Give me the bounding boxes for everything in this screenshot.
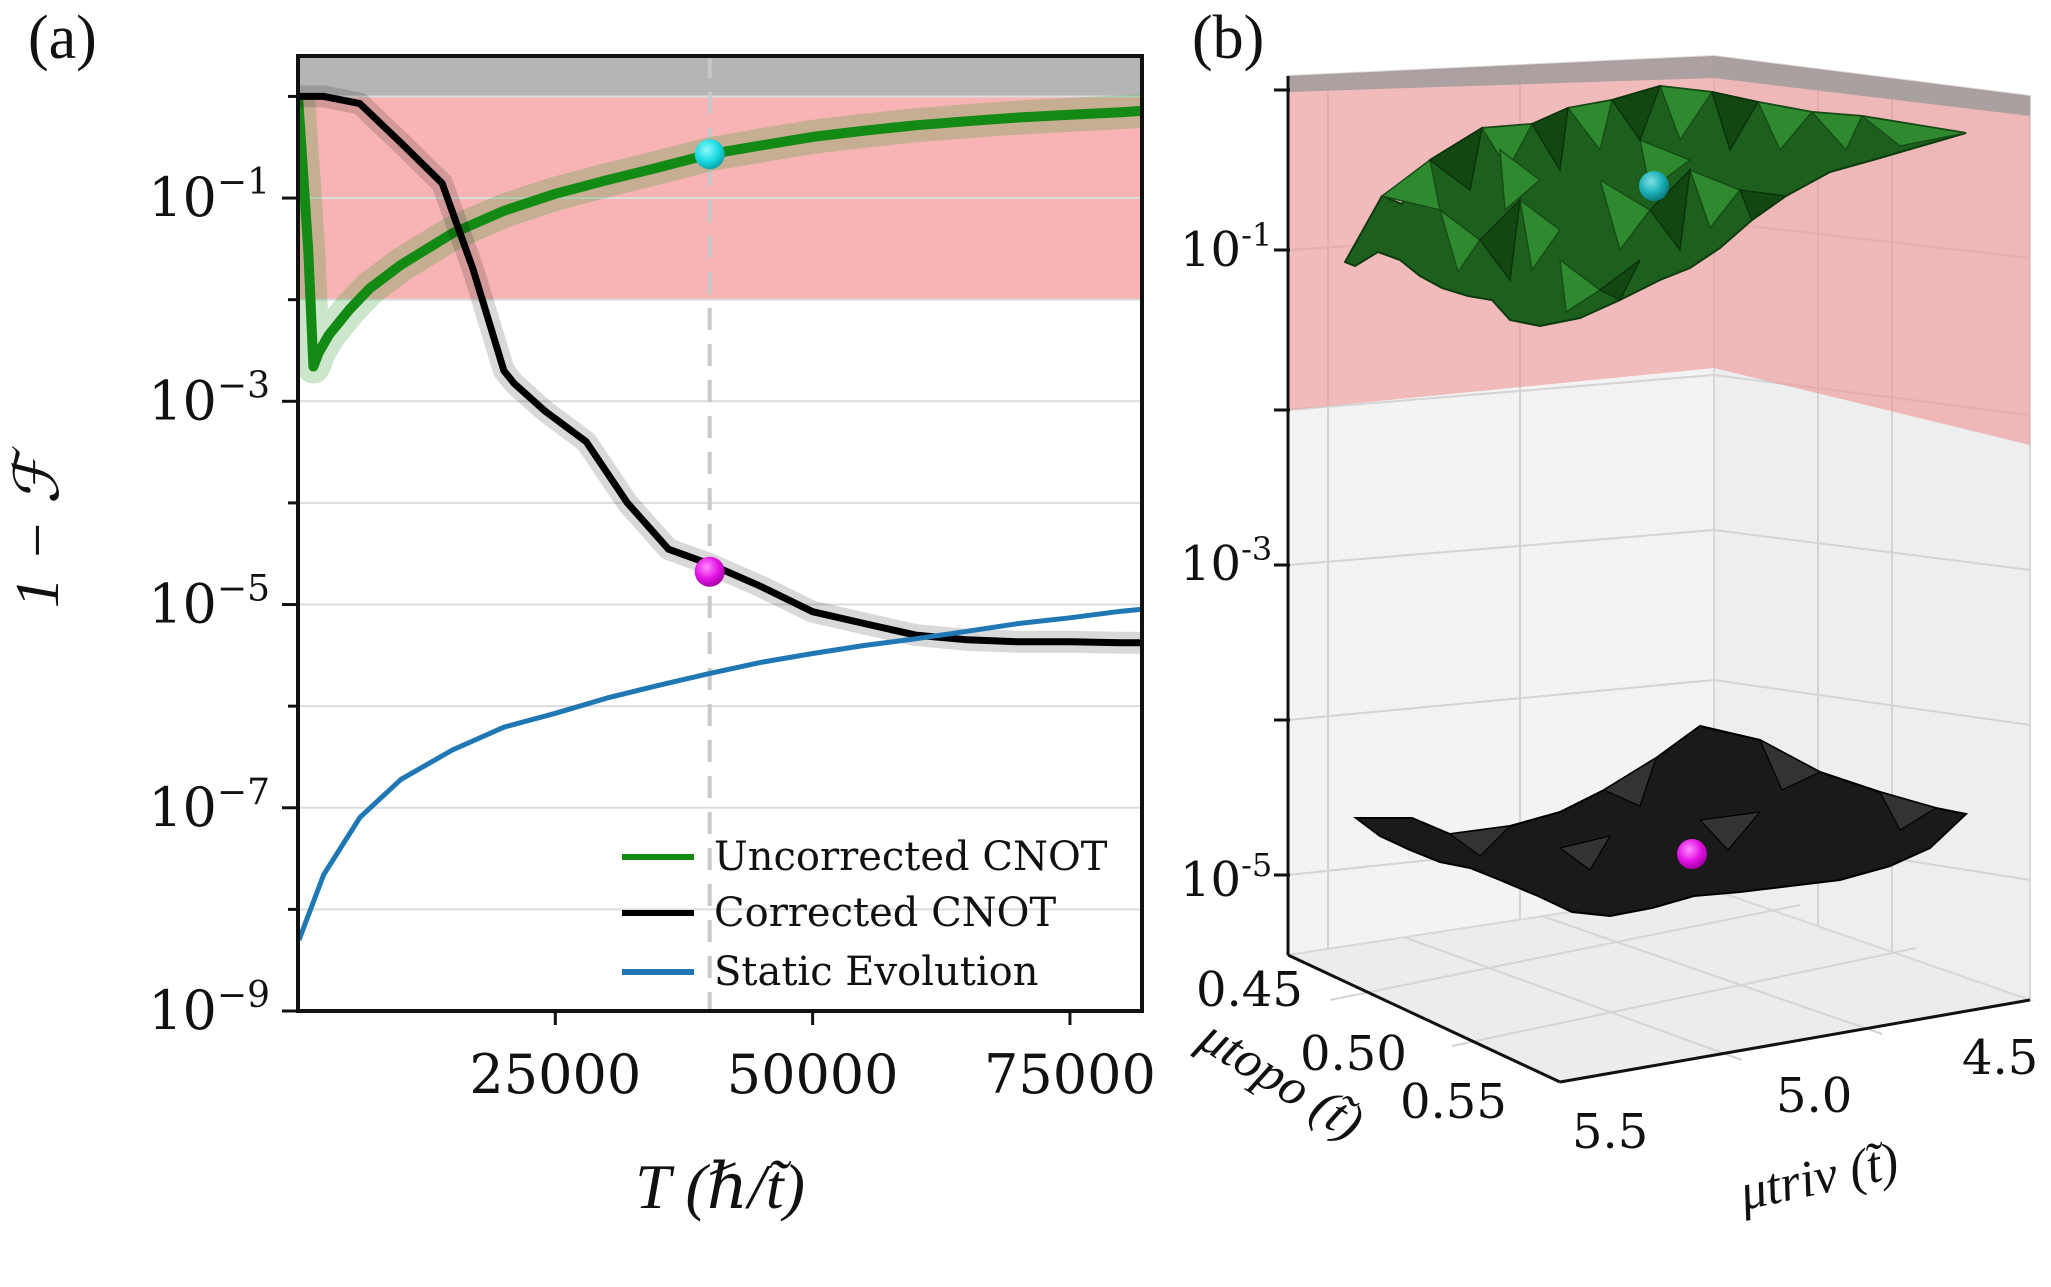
y-tick-label: 10−1	[148, 162, 270, 229]
panel-b-label: (b)	[1192, 4, 1264, 72]
marker-1	[694, 556, 725, 587]
top-grey-band	[1288, 56, 2030, 116]
series-line-2	[298, 606, 1142, 941]
panel-a-xlabel: T (ℏ/t̃)	[635, 1151, 805, 1222]
x-tick-label: 75000	[984, 1043, 1156, 1106]
topo-tick-1: 0.50	[1300, 1026, 1407, 1082]
z-tick-label-2: 10-3	[1180, 530, 1272, 592]
axis-topo-line	[1287, 953, 1561, 1084]
panel-a-frame	[296, 54, 1144, 1013]
topo-tick-0: 0.45	[1196, 962, 1303, 1018]
series-line-1	[298, 92, 1142, 647]
legend-label-corrected: Corrected CNOT	[714, 890, 1056, 936]
z-tick-label-3: 10-5	[1180, 846, 1272, 908]
panel-a-axes: 25000 50000 75000 10−1 10−3 10−5 10−7 10−9	[148, 94, 1156, 1106]
panel-b: (b)	[1180, 4, 2038, 1222]
y-tick-label: 10−9	[148, 975, 270, 1042]
x-tick-label: 25000	[469, 1043, 641, 1106]
uncorrected-surface	[1343, 84, 1967, 328]
series-line-0	[298, 96, 1142, 372]
topo-tick-2: 0.55	[1400, 1074, 1507, 1130]
panel-a-plot-area	[298, 56, 1142, 1011]
panel-a-ylabel: 1 − ℱ	[4, 445, 72, 608]
triv-tick-0: 5.5	[1572, 1104, 1648, 1160]
triv-axis-label: μtriv (t̃)	[1734, 1133, 1904, 1222]
triv-tick-1: 5.0	[1776, 1068, 1852, 1124]
y-tick-label: 10−7	[148, 772, 270, 839]
marker-corrected-3d	[1677, 839, 1707, 869]
marker-0	[694, 139, 725, 170]
legend-label-uncorrected: Uncorrected CNOT	[714, 834, 1108, 880]
shaded-region-1	[298, 56, 1142, 97]
legend-label-static: Static Evolution	[714, 949, 1038, 995]
x-tick-label: 50000	[727, 1043, 899, 1106]
z-ticks	[1274, 88, 1290, 877]
z-tick-label-1: 10-1	[1180, 216, 1272, 278]
axis-triv-line	[1559, 998, 2031, 1084]
marker-uncorrected-3d	[1639, 171, 1669, 201]
y-tick-label: 10−5	[148, 569, 270, 636]
panel-a-label: (a)	[28, 4, 97, 72]
triv-tick-2: 4.5	[1962, 1030, 2038, 1086]
legend: Uncorrected CNOT Corrected CNOT Static E…	[622, 834, 1108, 995]
y-tick-label: 10−3	[148, 365, 270, 432]
panel-a: (a) 25000 50000 7500010−110−310−510−710−9 …	[4, 4, 1156, 1222]
corrected-surface	[1353, 724, 1969, 918]
